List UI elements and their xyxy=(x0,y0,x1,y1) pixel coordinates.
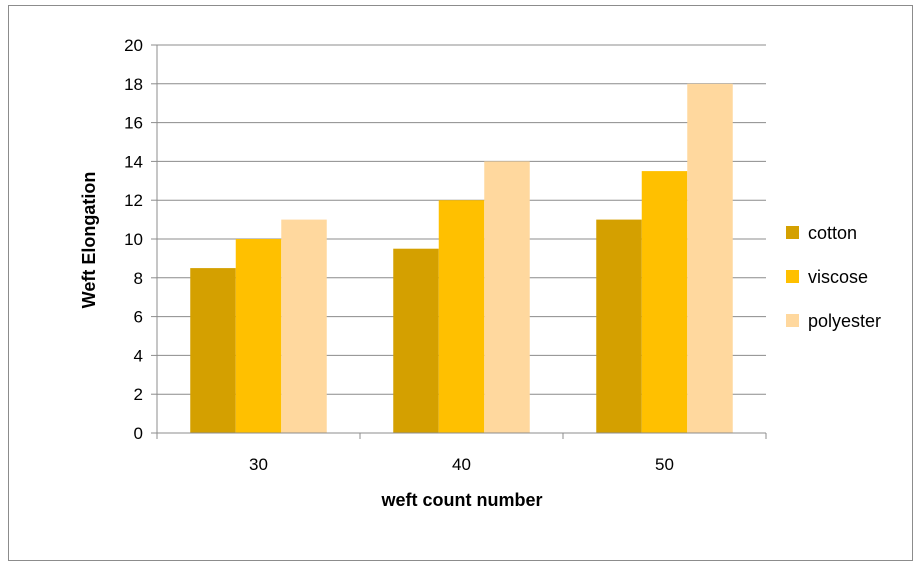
bar-viscose-50 xyxy=(641,171,688,433)
bar-viscose-40 xyxy=(438,200,485,433)
y-tick-label: 4 xyxy=(134,346,143,365)
y-tick-label: 6 xyxy=(134,308,143,327)
y-axis-title: Weft Elongation xyxy=(79,172,99,309)
bar-cotton-40 xyxy=(393,248,439,433)
legend-label-polyester: polyester xyxy=(808,311,881,331)
y-tick-label: 18 xyxy=(124,75,143,94)
y-tick-label: 12 xyxy=(124,191,143,210)
bar-cotton-30 xyxy=(190,268,236,433)
y-tick-label: 2 xyxy=(134,385,143,404)
y-tick-label: 16 xyxy=(124,114,143,133)
legend-swatch-viscose xyxy=(786,270,799,283)
legend-label-viscose: viscose xyxy=(808,267,868,287)
bar-polyester-40 xyxy=(484,161,530,433)
x-axis-title: weft count number xyxy=(381,490,543,510)
y-tick-label: 8 xyxy=(134,269,143,288)
x-tick-label: 50 xyxy=(655,455,674,474)
legend-swatch-cotton xyxy=(786,226,799,239)
y-tick-labels: 0 2 4 6 8 10 12 14 16 18 20 xyxy=(124,36,143,443)
bar-cotton-50 xyxy=(596,219,642,433)
x-tick-label: 40 xyxy=(452,455,471,474)
bar-viscose-30 xyxy=(235,239,282,433)
legend-label-cotton: cotton xyxy=(808,223,857,243)
y-tick-label: 10 xyxy=(124,230,143,249)
bar-polyester-50 xyxy=(687,83,733,434)
y-tick-label: 20 xyxy=(124,36,143,55)
legend: cotton viscose polyester xyxy=(786,223,881,331)
bars xyxy=(190,83,733,434)
x-tick-labels: 30 40 50 xyxy=(249,455,674,474)
bar-polyester-30 xyxy=(281,219,327,433)
legend-swatch-polyester xyxy=(786,314,799,327)
y-tick-label: 0 xyxy=(134,424,143,443)
y-tick-label: 14 xyxy=(124,152,143,171)
axes xyxy=(156,45,767,439)
x-tick-label: 30 xyxy=(249,455,268,474)
